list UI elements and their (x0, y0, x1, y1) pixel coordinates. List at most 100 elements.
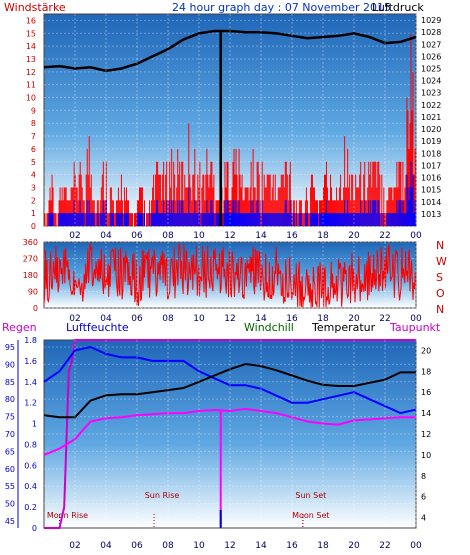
pressure-tick-label: 1015 (421, 186, 441, 195)
windchill-label: Windchill (244, 321, 294, 334)
pressure-axis: 1013 1014 1015 1016 1017 1018 1019 1020 1021 1022… (421, 16, 441, 219)
wind-tick-label: 2 (31, 196, 36, 205)
humidity-axis: 45 50 55 60 65 70 75 80 85 90 95 (5, 340, 19, 528)
rain-line (44, 339, 416, 529)
dewpoint-line (43, 407, 416, 456)
direction-tick-label: 180 (23, 271, 38, 280)
time-tick-label: 02 (69, 541, 80, 551)
wind-pressure-time-axis: 02 04 06 08 10 12 14 16 18 20 22 00 (69, 14, 422, 241)
humidity-line (43, 345, 417, 415)
humidity-tick-label: 95 (5, 343, 15, 352)
time-tick-label: 06 (131, 541, 143, 551)
temperature-series (43, 362, 416, 419)
humidity-tick-label: 50 (5, 500, 15, 509)
wind-tick-label: 0 (31, 222, 36, 231)
wind-direction-time-axis: 02 04 06 08 10 12 14 16 18 20 22 00 (69, 242, 422, 324)
time-tick-label: 20 (348, 314, 360, 324)
rain-tick-label: 0.6 (24, 461, 37, 470)
wind-tick-label: 8 (31, 119, 36, 128)
pressure-tick-label: 1028 (421, 28, 441, 37)
time-tick-label: 04 (100, 314, 112, 324)
temperature-tick-label: 12 (421, 430, 431, 439)
graph-title: 24 hour graph day : 07 November 2015 (172, 1, 391, 14)
wind-direction-axis: 0 90 180 270 360 (23, 238, 38, 313)
time-tick-label: 18 (317, 231, 329, 241)
pressure-tick-label: 1018 (421, 149, 441, 158)
wind-tick-label: 10 (26, 94, 36, 103)
wind-tick-label: 6 (31, 145, 36, 154)
wind-direction-line (43, 242, 416, 308)
rain-tick-label: 0.8 (24, 440, 37, 449)
pressure-tick-label: 1020 (421, 125, 441, 134)
pressure-tick-label: 1013 (421, 210, 441, 219)
direction-tick-label: 270 (23, 255, 38, 264)
compass-label: N (436, 303, 444, 316)
pressure-tick-label: 1019 (421, 137, 441, 146)
compass-label: S (436, 271, 443, 284)
rain-series (44, 339, 416, 529)
temperature-tick-label: 6 (421, 493, 426, 502)
humidity-tick-label: 90 (5, 360, 15, 369)
wind-tick-label: 1 (31, 209, 36, 218)
time-tick-label: 04 (100, 541, 112, 551)
pressure-tick-label: 1014 (421, 198, 441, 207)
wind-tick-label: 13 (26, 55, 36, 64)
climate-time-axis: 02 04 06 08 10 12 14 16 18 20 22 00 (69, 340, 422, 551)
temperature-tick-label: 16 (421, 388, 431, 397)
wind-tick-label: 5 (31, 158, 36, 167)
pressure-tick-label: 1027 (421, 40, 441, 49)
compass-label: N (436, 239, 444, 252)
temperature-tick-label: 4 (421, 514, 426, 523)
wind-tick-label: 11 (26, 81, 36, 90)
pressure-tick-label: 1026 (421, 52, 441, 61)
pressure-tick-label: 1024 (421, 77, 441, 86)
wind-speed-label: Windstärke (4, 1, 66, 14)
time-tick-label: 06 (131, 314, 143, 324)
temperature-axis: 4 6 8 10 12 14 16 18 20 (421, 346, 431, 522)
wind-tick-label: 9 (31, 106, 36, 115)
wind-tick-label: 16 (26, 16, 36, 25)
temperature-label: Temperatur (311, 321, 376, 334)
humidity-tick-label: 65 (5, 447, 15, 456)
temperature-tick-label: 10 (421, 451, 431, 460)
time-tick-label: 02 (69, 231, 80, 241)
compass-label: O (436, 287, 445, 300)
moon-set-marker-label: Moon Set (292, 511, 329, 520)
time-tick-label: 22 (379, 231, 390, 241)
time-tick-label: 18 (317, 541, 329, 551)
sun-moon-events: Moon Rise Sun Rise Moon Set Sun Set (47, 491, 330, 528)
humidity-tick-label: 55 (5, 482, 15, 491)
direction-tick-label: 0 (33, 304, 38, 313)
pressure-tick-label: 1022 (421, 101, 441, 110)
wind-speed-series (44, 33, 416, 226)
pressure-tick-label: 1023 (421, 89, 441, 98)
time-tick-label: 10 (193, 314, 205, 324)
rain-tick-label: 1.4 (24, 378, 37, 387)
time-tick-label: 10 (193, 541, 205, 551)
time-tick-label: 08 (162, 541, 174, 551)
pressure-tick-label: 1025 (421, 65, 441, 74)
time-tick-label: 16 (286, 541, 298, 551)
time-tick-label: 04 (100, 231, 112, 241)
time-tick-label: 20 (348, 231, 360, 241)
rain-label: Regen (2, 321, 37, 334)
humidity-series (43, 345, 417, 415)
time-tick-label: 18 (317, 314, 329, 324)
rain-tick-label: 0 (32, 524, 37, 533)
time-tick-label: 16 (286, 231, 298, 241)
time-tick-label: 00 (410, 541, 422, 551)
rain-tick-label: 1.6 (24, 357, 37, 366)
time-tick-label: 22 (379, 541, 390, 551)
temperature-tick-label: 18 (421, 367, 431, 376)
climate-plot-area (43, 339, 417, 529)
time-tick-label: 00 (410, 231, 422, 241)
time-tick-label: 20 (348, 541, 360, 551)
time-tick-label: 16 (286, 314, 298, 324)
rain-axis: 0 0.2 0.4 0.6 0.8 1 1.2 1.4 1.6 1.8 (24, 336, 37, 533)
pressure-tick-label: 1016 (421, 174, 441, 183)
dewpoint-series (43, 407, 416, 528)
rain-tick-label: 1 (32, 420, 37, 429)
